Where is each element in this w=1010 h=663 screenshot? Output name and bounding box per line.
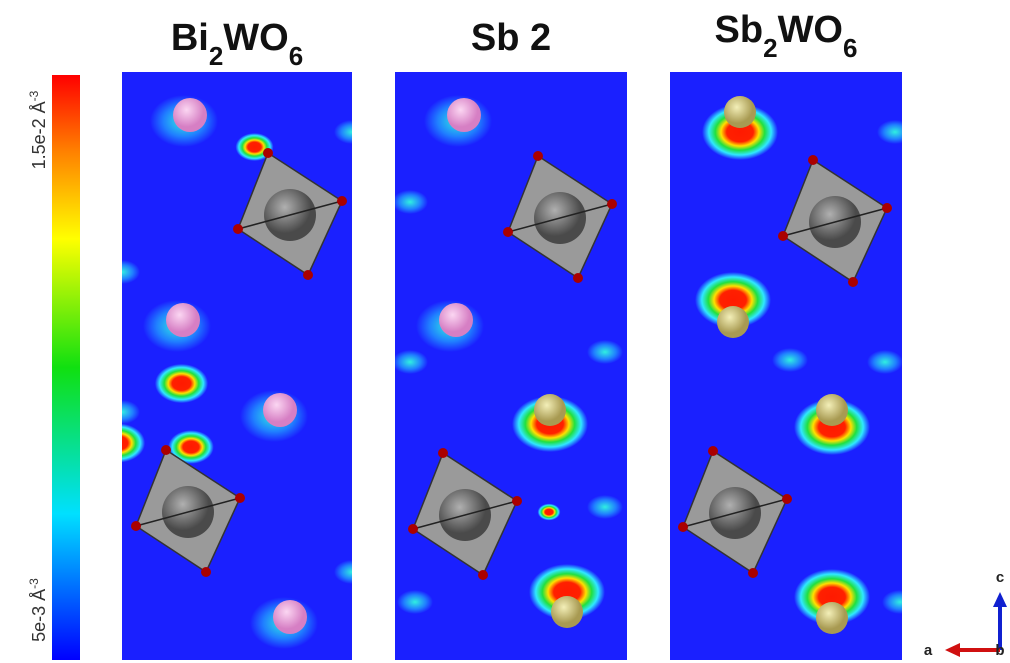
axis-indicator: c a b <box>924 569 1007 659</box>
script: 6 <box>289 41 303 71</box>
script: -3 <box>27 578 41 589</box>
script: -3 <box>27 90 41 101</box>
text-part: Bi <box>171 17 209 59</box>
colorbar <box>52 75 80 660</box>
colorbar-min-label: 5e-3 Å-3 <box>27 578 49 642</box>
axis-label: c <box>996 569 1004 586</box>
text-part: Sb <box>715 9 764 51</box>
script: 2 <box>763 33 777 63</box>
text-part: WO <box>223 17 288 59</box>
panel <box>670 72 918 660</box>
text-part: 5e-3 Å <box>29 589 49 642</box>
panel-title: Bi2WO6 <box>171 17 303 71</box>
panel-title: Sb 2 <box>471 17 551 59</box>
text-part: WO <box>778 9 843 51</box>
script: 2 <box>209 41 223 71</box>
text-part: 1.5e-2 Å <box>29 101 49 169</box>
script: 6 <box>843 33 857 63</box>
panel-title: Sb2WO6 <box>715 9 858 63</box>
panel <box>92 72 370 660</box>
text-part: Sb 2 <box>471 17 551 59</box>
colorbar-max-label: 1.5e-2 Å-3 <box>27 90 49 169</box>
axis-label: a <box>924 642 933 659</box>
figure: 1.5e-2 Å-3 5e-3 Å-3 Bi2WO6 Sb 2 Sb2WO6 c… <box>0 0 1010 663</box>
panel <box>392 72 627 660</box>
axis-label: b <box>995 642 1004 659</box>
